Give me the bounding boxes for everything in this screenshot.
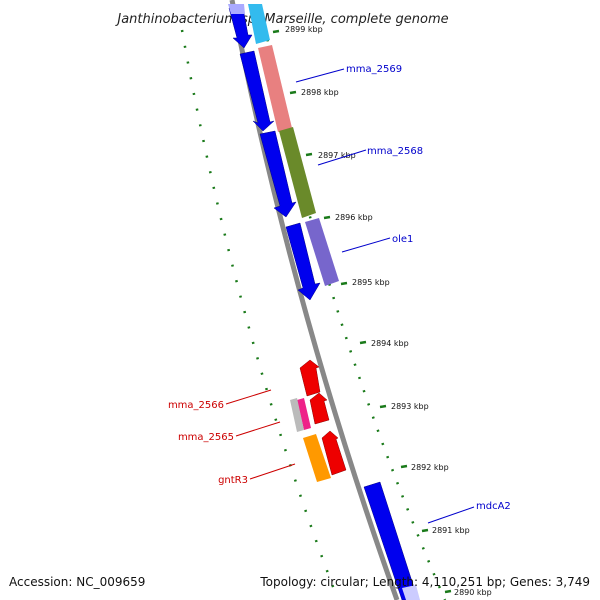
cds-block	[290, 398, 304, 432]
cds-arrow	[239, 50, 275, 132]
cds-arrow	[285, 222, 321, 301]
cds-block	[248, 4, 270, 44]
tick-label: 2892 kbp	[411, 463, 449, 472]
leader-line	[427, 506, 475, 524]
tick-mark	[305, 152, 313, 157]
tick-mark	[340, 281, 348, 286]
tick-label: 2890 kbp	[454, 588, 492, 597]
cds-arrow	[309, 392, 330, 425]
cds-block	[279, 127, 316, 218]
tick-label: 2895 kbp	[352, 278, 390, 287]
cds-block	[297, 398, 311, 430]
tick-mark	[289, 90, 297, 95]
gene-label-gntr3: gntR3	[218, 475, 248, 486]
cds-arrow	[321, 430, 347, 476]
tick-label: 2898 kbp	[301, 88, 339, 97]
gene-label-mma-2568: mma_2568	[367, 146, 423, 157]
gene-labels: mma_2569 mma_2568 ole1 mdcA2 mma_2566 mm…	[168, 64, 511, 512]
map-title: Janthinobacterium sp. Marseille, complet…	[114, 12, 448, 27]
leader-line	[317, 149, 367, 166]
gene-label-mma-2569: mma_2569	[346, 64, 402, 75]
leader-line	[249, 463, 296, 480]
leader-line	[341, 237, 391, 253]
tick-mark	[379, 404, 387, 409]
cds-block	[305, 218, 339, 286]
cds-block	[303, 434, 331, 482]
tick-label: 2896 kbp	[335, 213, 373, 222]
tick-mark	[359, 340, 367, 345]
tick-label: 2897 kbp	[318, 151, 356, 160]
leader-line	[235, 421, 281, 437]
outer-cds-track	[248, 4, 420, 600]
tick-label: 2893 kbp	[391, 402, 429, 411]
accession-label: Accession: NC_009659	[9, 575, 145, 589]
tick-label: 2891 kbp	[432, 526, 470, 535]
cds-arrow	[363, 481, 419, 600]
cds-arrow	[299, 359, 321, 397]
tick-label: 2899 kbp	[285, 25, 323, 34]
tick-label: 2894 kbp	[371, 339, 409, 348]
gene-label-mdca2: mdcA2	[476, 501, 511, 512]
gene-label-ole1: ole1	[392, 234, 413, 245]
cds-block	[258, 45, 292, 132]
tick-labels: 2899 kbp 2898 kbp 2897 kbp 2896 kbp 2895…	[285, 25, 492, 597]
genome-summary-label: Topology: circular; Length: 4,110,251 bp…	[259, 575, 590, 589]
cds-arrow	[259, 130, 297, 218]
reverse-cds-track	[290, 359, 347, 482]
forward-cds-track	[228, 4, 419, 600]
tick-mark	[444, 589, 452, 594]
gene-label-mma-2565: mma_2565	[178, 432, 234, 443]
gene-leaders	[225, 68, 475, 524]
cds-block	[228, 4, 245, 14]
gene-label-mma-2566: mma_2566	[168, 400, 224, 411]
tick-mark	[400, 464, 408, 469]
leader-line	[225, 389, 272, 405]
tick-marks	[272, 29, 452, 594]
tick-mark	[272, 29, 280, 34]
cds-block	[402, 585, 420, 600]
leader-line	[295, 68, 345, 83]
tick-mark	[421, 528, 429, 533]
tick-mark	[323, 215, 331, 220]
